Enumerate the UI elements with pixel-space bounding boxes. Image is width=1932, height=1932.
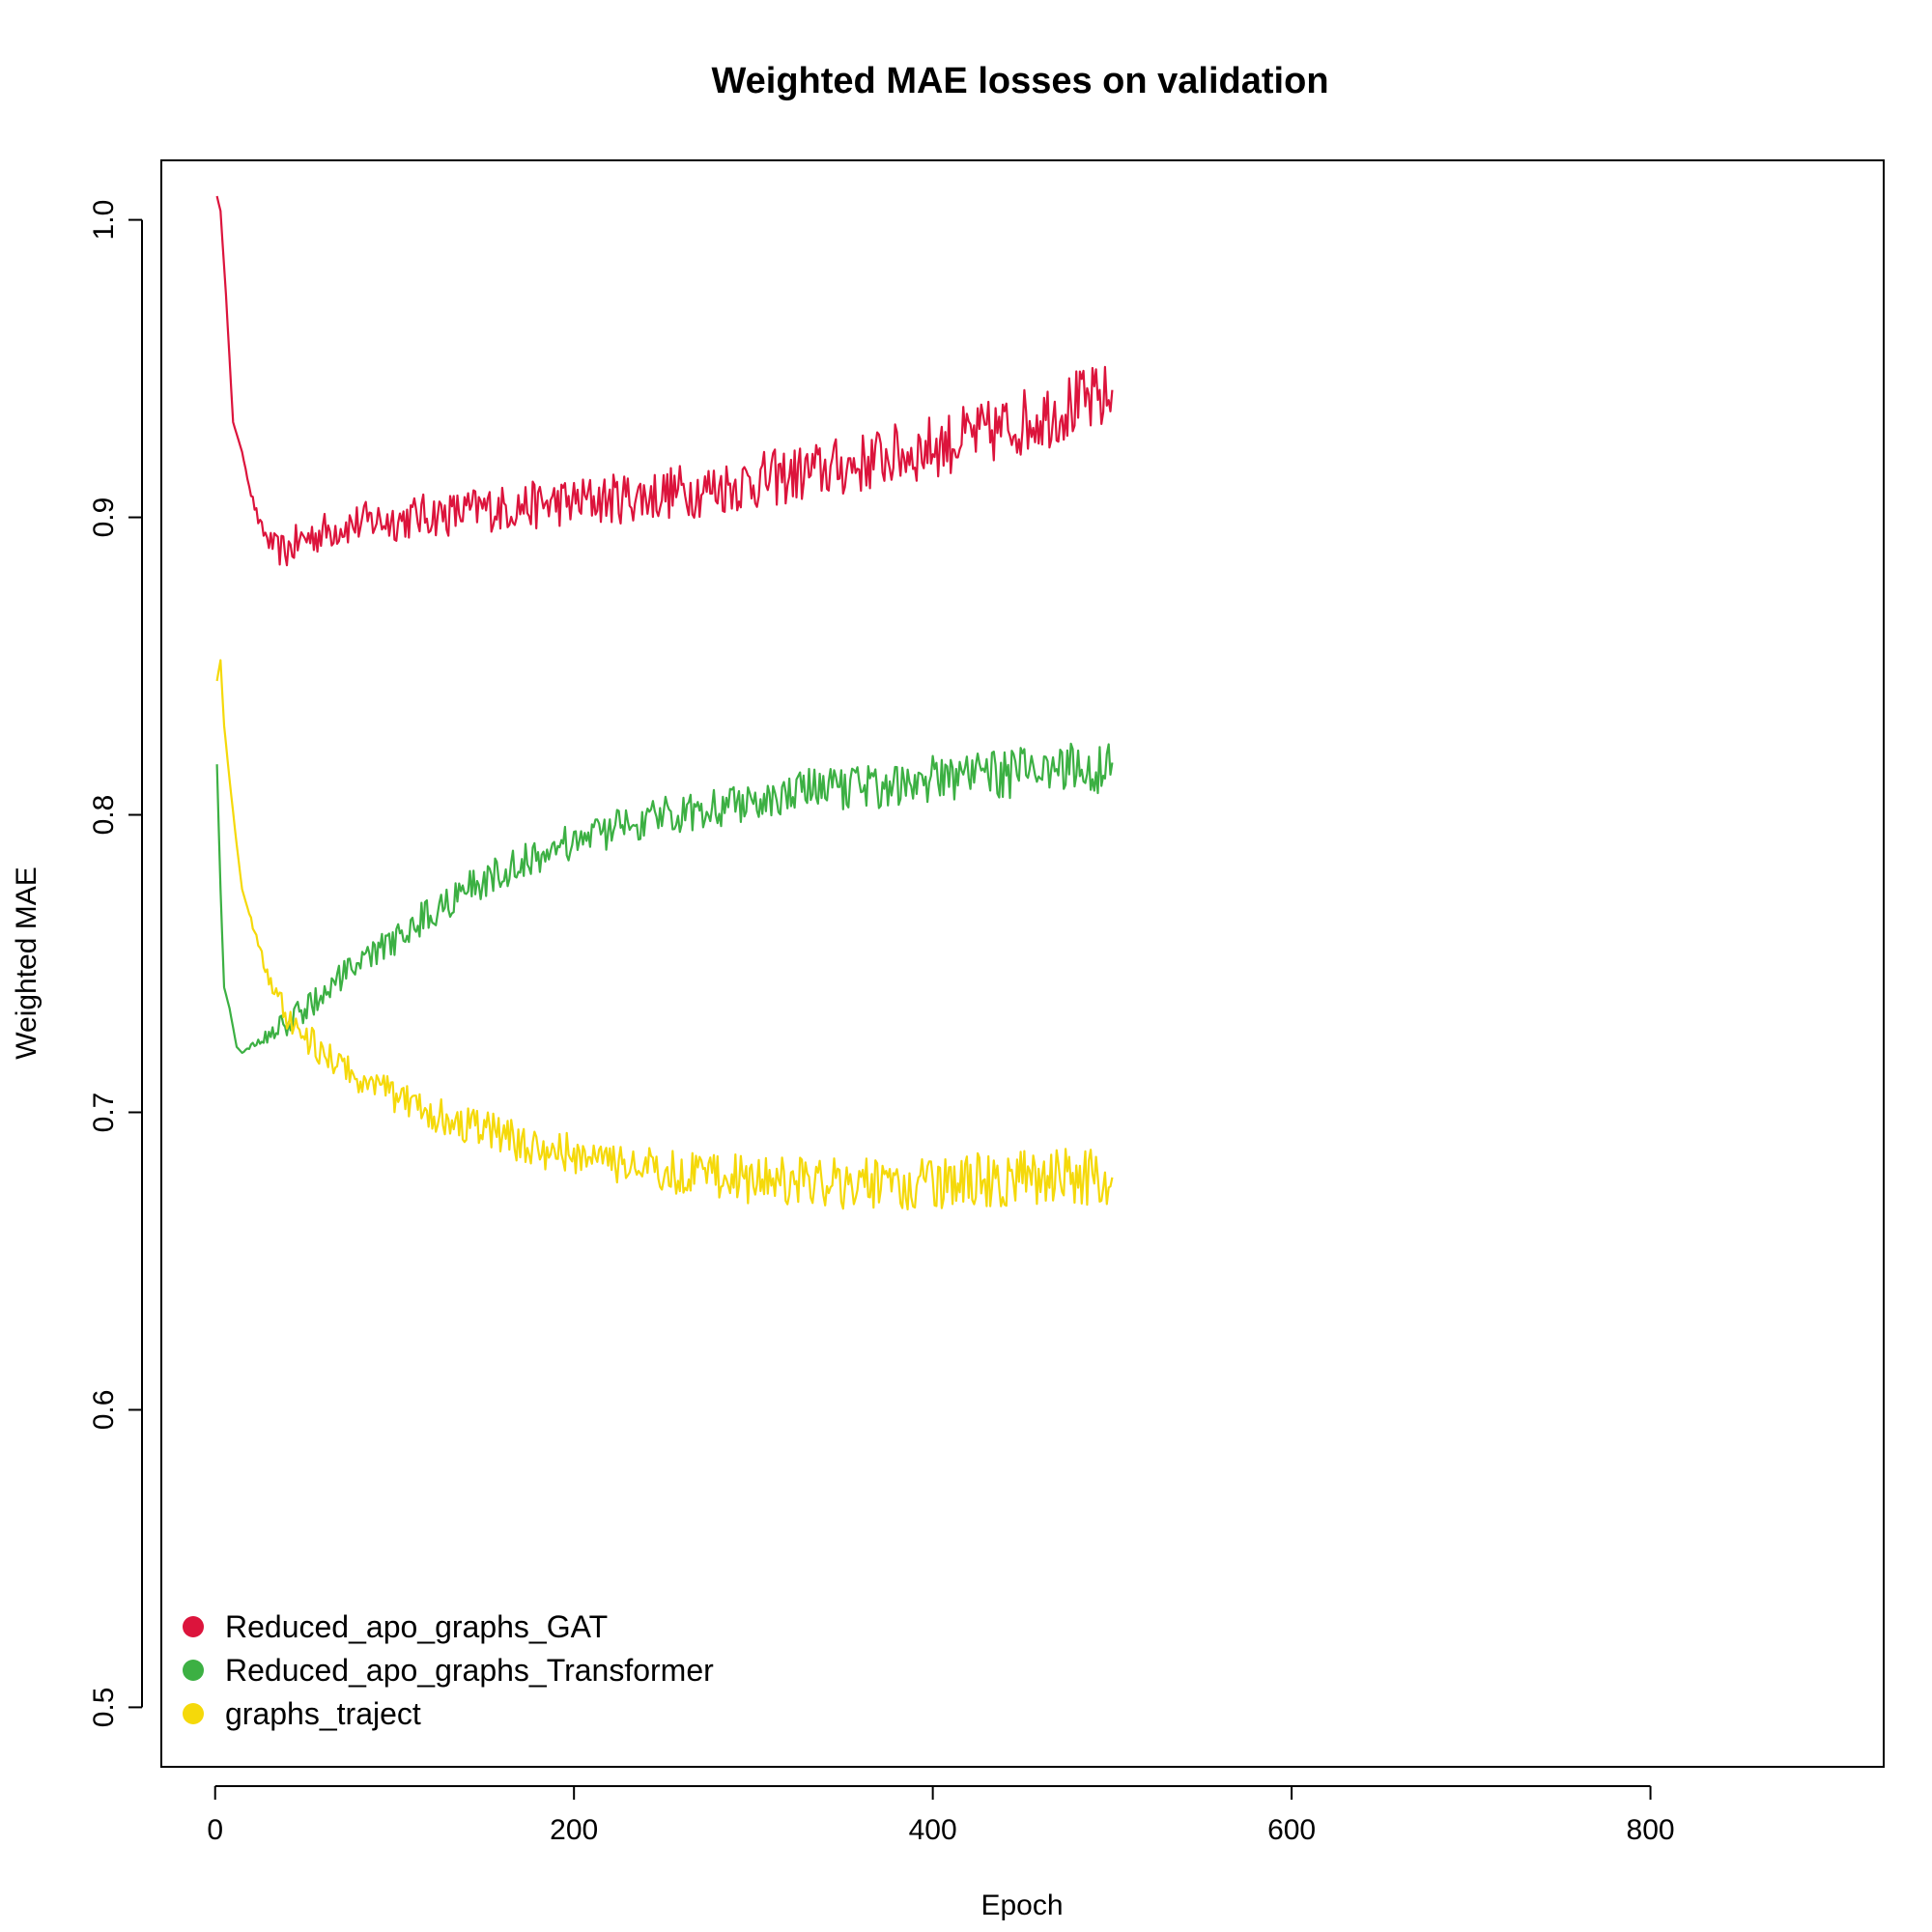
y-tick-label: 1.0 — [88, 200, 120, 241]
y-tick-label: 0.5 — [88, 1688, 120, 1728]
x-axis: 0 200 400 600 800 — [207, 1785, 1675, 1846]
legend-marker-1 — [183, 1660, 204, 1681]
x-tick-label: 600 — [1267, 1814, 1316, 1846]
plot-frame — [160, 159, 1885, 1768]
x-tick-label: 800 — [1627, 1814, 1675, 1846]
y-axis: 0.5 0.6 0.7 0.8 0.9 1.0 — [88, 200, 143, 1728]
series-line-2 — [215, 659, 1114, 1211]
x-axis-label: Epoch — [980, 1889, 1063, 1921]
legend-marker-2 — [183, 1703, 204, 1724]
x-tick-label: 200 — [550, 1814, 598, 1846]
y-tick-label: 0.6 — [88, 1390, 120, 1431]
series-line-1 — [215, 742, 1114, 1055]
y-axis-label: Weighted MAE — [11, 867, 43, 1060]
y-tick-label: 0.9 — [88, 497, 120, 538]
series-group — [215, 195, 1114, 1211]
series-line-0 — [215, 195, 1114, 567]
legend-label-1: Reduced_apo_graphs_Transformer — [225, 1653, 714, 1688]
chart-title: Weighted MAE losses on validation — [711, 61, 1328, 101]
legend-label-0: Reduced_apo_graphs_GAT — [225, 1609, 608, 1644]
x-tick-label: 400 — [909, 1814, 957, 1846]
legend-label-2: graphs_traject — [225, 1696, 421, 1731]
legend-marker-0 — [183, 1616, 204, 1637]
y-tick-label: 0.7 — [88, 1093, 120, 1133]
legend: Reduced_apo_graphs_GAT Reduced_apo_graphs… — [183, 1609, 714, 1731]
x-tick-label: 0 — [207, 1814, 223, 1846]
y-tick-label: 0.8 — [88, 795, 120, 836]
